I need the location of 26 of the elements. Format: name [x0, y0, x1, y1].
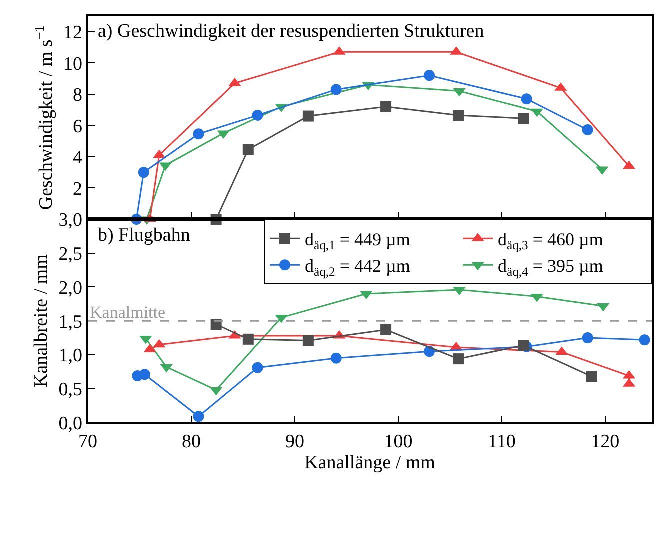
y-tick-label: 3,0	[58, 210, 82, 232]
y-tick-label: 2,5	[58, 244, 82, 266]
y-tick-label: 6	[72, 116, 82, 138]
legend-label: d$_{äq,1}$ = 449 µm	[305, 230, 410, 252]
x-tick-label: 80	[182, 431, 201, 452]
chart-title: a) Geschwindigkeit der resuspendierten Strukturen	[98, 21, 485, 42]
legend-label: d$_{äq,3}$ = 460 µm	[498, 230, 604, 252]
y-tick-label: 0,5	[58, 380, 82, 401]
legend-label: d$_{äq,2}$ = 442 µm	[305, 256, 410, 279]
y-tick-label: 10	[63, 54, 82, 75]
y-tick-label: 8	[72, 85, 82, 106]
x-tick-label: 100	[384, 431, 413, 452]
y-axis-title: Kanalbreite / mm	[31, 254, 52, 388]
legend-label: d$_{äq,4}$ = 395 µm	[498, 256, 604, 279]
y-tick-label: 2	[72, 178, 82, 200]
chart-title: b) Flugbahn	[98, 225, 191, 246]
x-tick-label: 120	[591, 431, 620, 452]
x-tick-label: 90	[285, 431, 304, 452]
y-tick-label: 1,5	[58, 312, 82, 333]
y-tick-label: 4	[72, 148, 83, 169]
y-tick-label: 2,0	[58, 278, 82, 299]
y-tick-label: 1,0	[58, 346, 82, 367]
x-tick-label: 110	[488, 431, 516, 452]
ref-line-label: Kanalmitte	[90, 303, 166, 322]
x-axis-title: Kanallänge / mm	[304, 452, 436, 474]
y-tick-label: 12	[63, 22, 82, 44]
